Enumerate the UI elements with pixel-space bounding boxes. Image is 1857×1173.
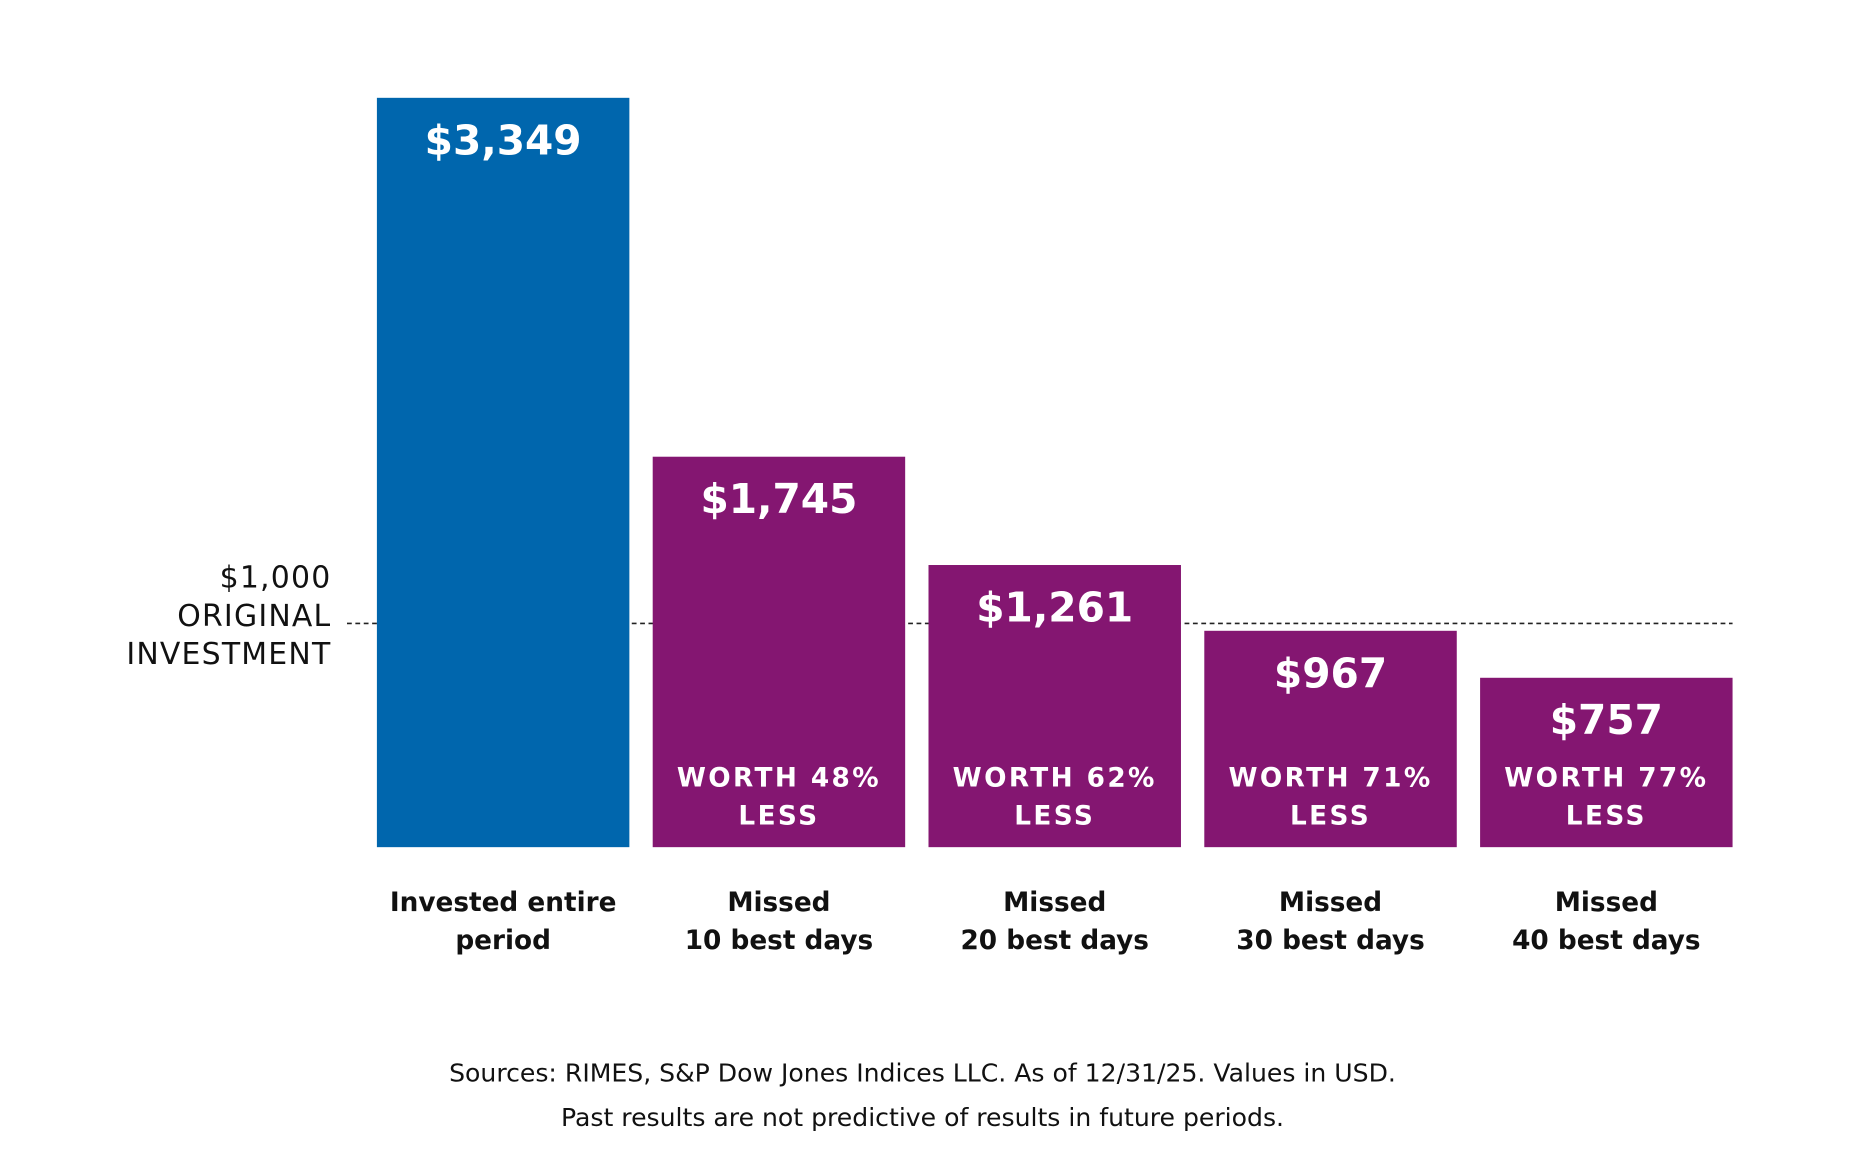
bar	[376, 97, 630, 848]
x-tick-label: 10 best days	[685, 926, 873, 956]
x-tick-label: 30 best days	[1236, 926, 1424, 956]
value-label: $967	[1274, 649, 1387, 697]
value-label: $1,745	[700, 475, 857, 523]
footnote: Past results are not predictive of resul…	[561, 1103, 1284, 1132]
x-tick-label: Missed	[727, 888, 830, 918]
x-tick-label: Missed	[1279, 888, 1382, 918]
bar-annotation: WORTH 71%	[1228, 763, 1432, 793]
x-tick-label: Invested entire	[390, 888, 617, 918]
bar	[652, 456, 906, 848]
x-tick-label: Missed	[1003, 888, 1106, 918]
value-label: $3,349	[425, 116, 582, 164]
bar-annotation: WORTH 77%	[1504, 763, 1708, 793]
x-tick-label: period	[455, 926, 551, 956]
bar-annotation: WORTH 48%	[677, 763, 881, 793]
footnote: Sources: RIMES, S&P Dow Jones Indices LL…	[449, 1059, 1396, 1088]
bar-annotation: LESS	[1014, 802, 1095, 832]
value-label: $1,261	[976, 583, 1133, 631]
reference-label: $1,000	[220, 561, 332, 596]
x-tick-label: Missed	[1555, 888, 1658, 918]
bar-annotation: LESS	[1566, 802, 1647, 832]
x-tick-label: 20 best days	[961, 926, 1149, 956]
bar	[928, 565, 1181, 848]
reference-label: ORIGINAL	[177, 599, 331, 634]
value-label: $757	[1550, 696, 1663, 744]
x-tick-label: 40 best days	[1512, 926, 1700, 956]
bar-annotation: WORTH 62%	[953, 763, 1157, 793]
reference-label: INVESTMENT	[126, 637, 331, 672]
bar	[1480, 677, 1733, 848]
bar	[1204, 630, 1457, 848]
bar-annotation: LESS	[1290, 802, 1371, 832]
bar-annotation: LESS	[738, 802, 819, 832]
